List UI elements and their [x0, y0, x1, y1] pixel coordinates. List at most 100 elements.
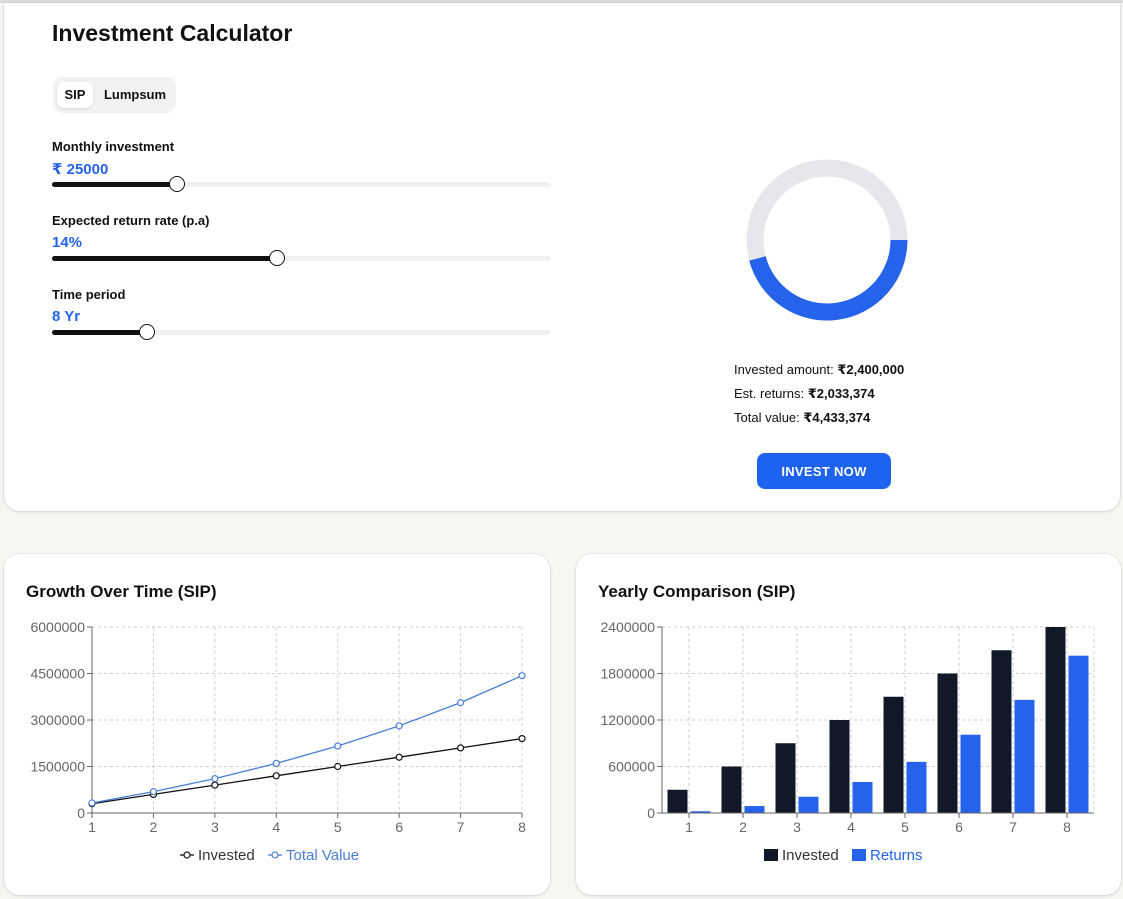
- data-point: [456, 699, 465, 707]
- time-period-slider[interactable]: [52, 323, 551, 341]
- bar-returns: [690, 811, 711, 813]
- bar-invested: [991, 650, 1012, 813]
- bar-returns: [906, 761, 927, 813]
- data-point: [456, 744, 465, 752]
- y-tick-label: 3000000: [30, 712, 85, 728]
- legend-swatch-icon: [852, 849, 866, 861]
- total-value-label: Total value:: [734, 410, 800, 425]
- x-tick-label: 8: [1063, 819, 1071, 835]
- x-tick-label: 6: [395, 819, 403, 835]
- x-tick-label: 4: [272, 819, 280, 835]
- data-point: [211, 781, 219, 789]
- data-point: [211, 774, 219, 783]
- time-period-label: Time period: [52, 287, 126, 302]
- x-tick-label: 5: [334, 819, 342, 835]
- bar-invested: [883, 696, 904, 813]
- slider-track: [52, 256, 551, 261]
- bar-invested: [829, 720, 850, 813]
- y-tick-label: 0: [647, 805, 655, 821]
- slider-thumb[interactable]: [268, 250, 285, 266]
- return-rate-value: 14%: [52, 234, 83, 251]
- legend-swatch-icon: [764, 849, 778, 861]
- invested-amount-stat: Invested amount: ₹2,400,000: [734, 362, 904, 378]
- bar-invested: [937, 673, 958, 813]
- slider-fill: [52, 256, 277, 261]
- x-tick-label: 3: [793, 819, 801, 835]
- monthly-investment-label: Monthly investment: [52, 139, 175, 154]
- bar-returns: [744, 806, 765, 813]
- legend-label: Invested: [198, 847, 255, 864]
- mode-toggle: SIP Lumpsum: [53, 77, 176, 113]
- top-border: [0, 0, 1123, 3]
- data-point: [518, 672, 526, 680]
- legend-label: Total Value: [286, 847, 359, 864]
- bar-returns: [852, 782, 873, 813]
- growth-chart-card: Growth Over Time (SIP) 0 1500000 3000000 45…: [4, 554, 550, 895]
- data-point: [334, 762, 342, 771]
- bar-invested: [721, 766, 742, 813]
- calculator-card: Investment Calculator SIP Lumpsum Monthl…: [4, 3, 1120, 511]
- x-tick-label: 4: [847, 819, 855, 835]
- y-tick-label: 600000: [608, 759, 655, 775]
- slider-track: [52, 330, 551, 335]
- time-period-value: 8 Yr: [52, 308, 81, 325]
- y-tick-label: 0: [77, 805, 85, 821]
- slider-fill: [52, 182, 177, 187]
- toggle-sip[interactable]: SIP: [57, 82, 93, 108]
- y-tick-label: 4500000: [30, 666, 85, 682]
- slider-thumb[interactable]: [138, 324, 155, 340]
- total-value-value: ₹4,433,374: [803, 410, 871, 425]
- y-tick-label: 1800000: [600, 666, 655, 682]
- data-point: [518, 735, 526, 743]
- data-point: [88, 799, 96, 807]
- est-returns-value: ₹2,033,374: [807, 386, 875, 401]
- invested-amount-label: Invested amount:: [734, 362, 834, 377]
- data-point: [272, 772, 280, 780]
- y-tick-label: 1500000: [30, 759, 85, 775]
- monthly-investment-slider[interactable]: [52, 175, 551, 193]
- bar-returns: [798, 796, 819, 813]
- page-title: Investment Calculator: [52, 20, 293, 46]
- bar-returns: [1014, 699, 1035, 813]
- x-tick-label: 2: [150, 819, 158, 835]
- data-point: [395, 753, 403, 761]
- x-tick-label: 7: [457, 819, 465, 835]
- x-tick-label: 7: [1009, 819, 1017, 835]
- bar-invested: [1045, 627, 1066, 813]
- yearly-chart-title: Yearly Comparison (SIP): [598, 582, 796, 601]
- x-tick-label: 5: [901, 819, 909, 835]
- growth-line-chart: 0 1500000 3000000 4500000 6000000 1 2 3 4 5 6 7 8 Inv…: [30, 619, 526, 864]
- return-rate-slider[interactable]: [52, 249, 551, 267]
- y-tick-label: 6000000: [30, 619, 85, 635]
- yearly-chart-card: Yearly Comparison (SIP) 0 600000 1200000 18…: [576, 554, 1121, 895]
- bar-returns: [960, 734, 981, 813]
- x-tick-label: 3: [211, 819, 219, 835]
- est-returns-stat: Est. returns: ₹2,033,374: [734, 386, 875, 402]
- data-point: [149, 788, 158, 796]
- data-point: [334, 742, 342, 750]
- series-line-total-value: [91, 675, 523, 804]
- legend-marker-icon: [271, 851, 279, 859]
- invest-now-button[interactable]: INVEST NOW: [757, 453, 891, 489]
- data-point: [272, 759, 280, 767]
- monthly-investment-value: ₹ 25000: [52, 161, 109, 178]
- growth-chart-title: Growth Over Time (SIP): [26, 582, 217, 601]
- y-tick-label: 2400000: [600, 619, 655, 635]
- bar-invested: [667, 789, 688, 813]
- slider-thumb[interactable]: [168, 176, 185, 192]
- data-point: [395, 722, 403, 730]
- slider-track: [52, 182, 551, 187]
- est-returns-label: Est. returns:: [734, 386, 805, 401]
- bar-returns: [1068, 655, 1089, 813]
- slider-fill: [52, 330, 147, 335]
- return-rate-label: Expected return rate (p.a): [52, 213, 210, 228]
- invested-amount-value: ₹2,400,000: [837, 362, 905, 377]
- x-tick-label: 1: [88, 819, 96, 835]
- toggle-lumpsum[interactable]: Lumpsum: [103, 87, 167, 102]
- x-tick-label: 2: [739, 819, 747, 835]
- legend-label: Invested: [782, 847, 839, 864]
- x-tick-label: 8: [518, 819, 526, 835]
- legend-marker-icon: [183, 851, 191, 859]
- total-value-stat: Total value: ₹4,433,374: [734, 410, 870, 426]
- donut-arc-returns: [749, 239, 908, 321]
